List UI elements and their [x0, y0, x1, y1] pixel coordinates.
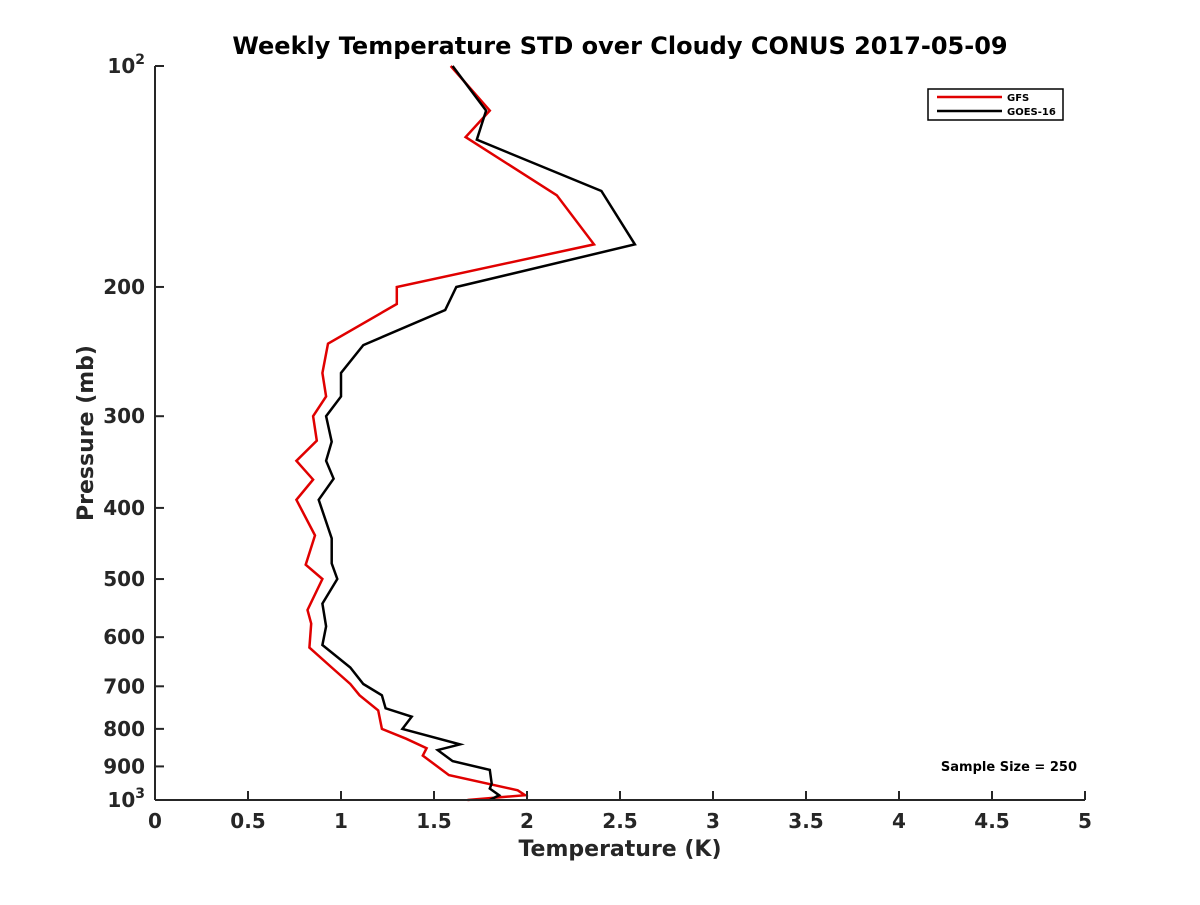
- y-tick-label: 800: [103, 717, 145, 741]
- x-tick-label: 5: [1078, 809, 1092, 833]
- x-axis-label: Temperature (K): [518, 837, 721, 862]
- y-axis-label: Pressure (mb): [74, 345, 99, 521]
- x-tick-label: 0.5: [230, 809, 265, 833]
- y-tick-label: 500: [103, 567, 145, 591]
- x-tick-label: 2: [520, 809, 534, 833]
- y-ticks: 102 200 300 400 500 600 700 800 900 103: [103, 52, 164, 812]
- y-tick-label: 200: [103, 275, 145, 299]
- legend-label-gfs: GFS: [1007, 93, 1029, 104]
- y-tick-label: 700: [103, 674, 145, 698]
- y-tick-label: 102: [107, 52, 145, 78]
- series-line-gfs: [294, 65, 597, 802]
- x-tick-label: 4.5: [974, 809, 1009, 833]
- legend-box: [927, 88, 1064, 121]
- y-tick-label: 600: [103, 625, 145, 649]
- x-tick-label: 3.5: [788, 809, 823, 833]
- legend: GFS GOES-16: [927, 88, 1064, 121]
- x-tick-label: 3: [706, 809, 720, 833]
- y-tick-label: 300: [103, 404, 145, 428]
- x-tick-label: 0: [148, 809, 162, 833]
- y-tick-label: 900: [103, 754, 145, 778]
- series-line-goes-16: [317, 65, 637, 802]
- y-tick-label: 400: [103, 496, 145, 520]
- y-tick-label: 103: [107, 786, 145, 812]
- x-tick-label: 4: [892, 809, 906, 833]
- x-ticks: 0 0.5 1 1.5 2 2.5 3 3.5 4 4.5 5: [148, 791, 1092, 833]
- x-tick-label: 2.5: [602, 809, 637, 833]
- x-tick-label: 1: [334, 809, 348, 833]
- x-tick-label: 1.5: [416, 809, 451, 833]
- chart-title: Weekly Temperature STD over Cloudy CONUS…: [232, 32, 1007, 60]
- legend-label-goes-16: GOES-16: [1007, 107, 1056, 118]
- series-layer: [294, 65, 637, 802]
- sample-size-annotation: Sample Size = 250: [941, 760, 1077, 775]
